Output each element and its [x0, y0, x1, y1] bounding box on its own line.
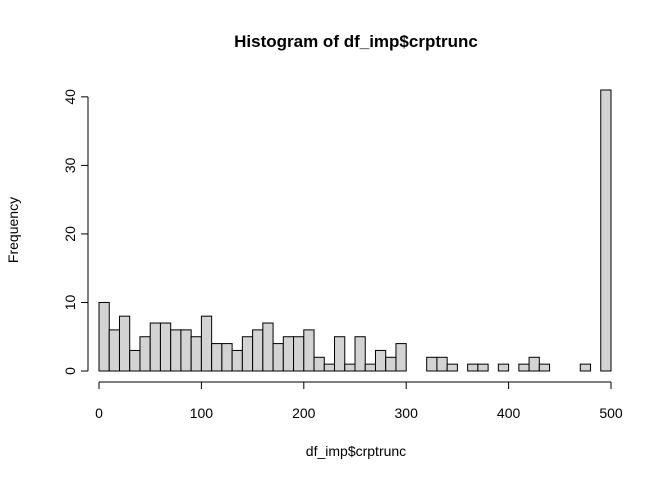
y-tick-label: 0	[62, 367, 78, 375]
histogram-bar	[108, 329, 120, 372]
y-axis-label: Frequency	[5, 197, 21, 263]
histogram-bar	[477, 363, 489, 372]
histogram-bar	[354, 336, 366, 372]
histogram-bar	[272, 343, 284, 372]
x-axis: 0 100 200 300 400 500	[95, 381, 623, 421]
histogram-bar	[497, 363, 510, 372]
histogram-bar	[98, 301, 110, 372]
histogram-bar	[293, 336, 305, 372]
histogram-bar	[579, 363, 592, 372]
histogram-bar	[129, 349, 141, 372]
x-tick-label: 300	[395, 405, 419, 421]
x-axis-label: df_imp$crptrunc	[306, 443, 406, 459]
histogram-bar	[303, 329, 315, 372]
y-axis: 0 10 20 30 40	[62, 89, 89, 375]
y-tick-label: 10	[62, 294, 78, 310]
histogram-bar	[241, 336, 254, 372]
histogram-bar	[364, 363, 376, 372]
bars-group	[98, 89, 612, 372]
histogram-bar	[149, 322, 161, 372]
x-tick-label: 400	[497, 405, 521, 421]
histogram-bar	[323, 363, 336, 372]
histogram-bar	[518, 363, 530, 372]
histogram-bar	[313, 356, 325, 372]
histogram-bar	[344, 363, 356, 372]
histogram-bar	[528, 356, 540, 372]
histogram-bar	[600, 89, 612, 372]
histogram-bar	[436, 356, 448, 372]
y-tick-label: 20	[62, 226, 78, 242]
histogram-bar	[180, 329, 192, 372]
x-tick-label: 500	[599, 405, 623, 421]
x-tick-label: 100	[190, 405, 214, 421]
y-tick-label: 30	[62, 157, 78, 173]
x-tick-label: 0	[95, 405, 103, 421]
histogram-bar	[446, 363, 458, 372]
histogram-bar	[262, 322, 274, 372]
histogram-bar	[467, 363, 479, 372]
histogram-bar	[426, 356, 438, 372]
histogram-bar	[395, 343, 407, 372]
histogram-bar	[334, 336, 346, 372]
histogram-bar	[211, 343, 223, 372]
histogram-bar	[200, 315, 213, 372]
histogram-bar	[282, 336, 295, 372]
histogram-bar	[231, 349, 243, 372]
y-tick-label: 40	[62, 89, 78, 105]
histogram-bar	[221, 343, 233, 372]
histogram-bar	[190, 336, 202, 372]
histogram-bar	[170, 329, 182, 372]
histogram-bar	[118, 315, 131, 372]
histogram-bar	[159, 322, 172, 372]
x-tick-label: 200	[292, 405, 316, 421]
histogram-bar	[139, 336, 151, 372]
chart-title: Histogram of df_imp$crptrunc	[234, 32, 478, 51]
histogram-bar	[385, 356, 397, 372]
histogram-bar	[538, 363, 551, 372]
histogram-bar	[252, 329, 264, 372]
histogram-bar	[374, 349, 387, 372]
